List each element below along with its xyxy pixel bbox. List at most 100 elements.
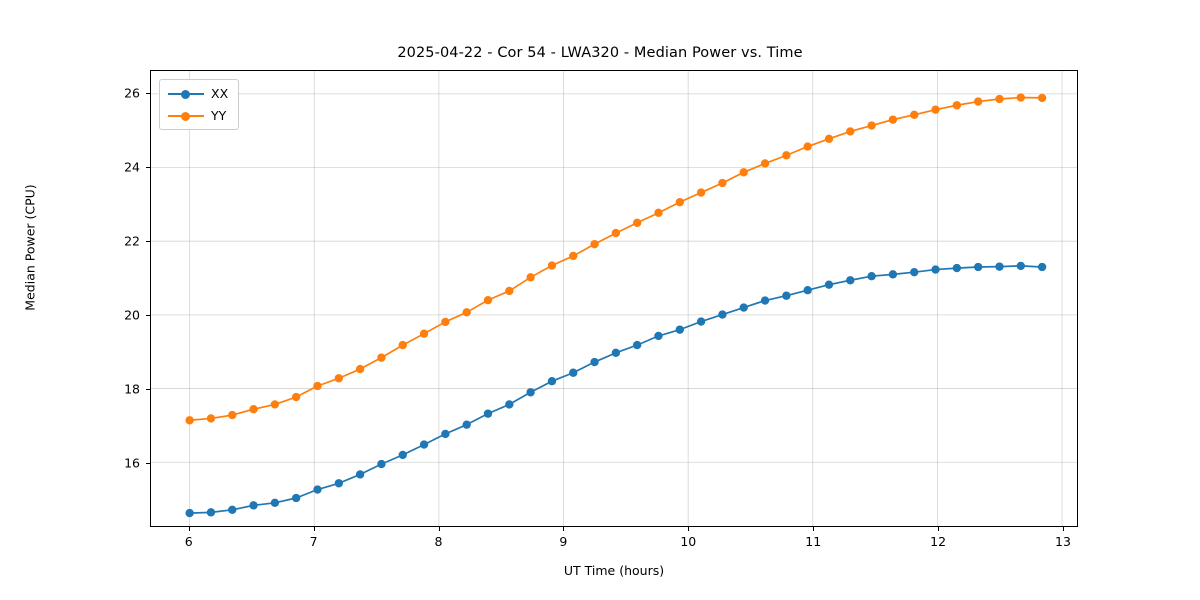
x-tick-label: 8 [434,534,443,549]
x-tick-mark [938,527,940,531]
data-point [547,261,557,270]
data-point [1037,262,1047,272]
data-point [185,508,194,518]
x-tick-mark [438,527,440,531]
data-point [803,286,812,295]
data-point [419,440,429,449]
data-point [1037,93,1047,103]
data-point [334,479,344,488]
data-point [931,265,940,274]
data-point [675,325,684,334]
y-tick-mark [146,166,150,168]
data-point [995,262,1004,271]
data-point [206,414,216,423]
data-point [483,409,493,418]
y-tick-mark [146,388,150,390]
x-tick-label: 11 [805,534,822,549]
x-tick-mark [188,527,190,531]
data-point [654,208,663,218]
data-point [526,273,535,282]
data-point [462,420,471,429]
y-tick-mark [146,240,150,242]
x-tick-mark [1063,527,1064,531]
data-point [377,459,386,469]
data-point [867,272,876,281]
data-layer [185,93,1047,518]
data-point [441,429,450,439]
y-tick-label: 18 [124,381,140,397]
data-point [270,400,280,409]
chart-legend: XX YY [159,79,240,130]
data-point [547,377,557,386]
legend-item-xx[interactable]: XX [168,86,228,101]
legend-label: YY [211,107,227,123]
legend-swatch-icon [168,88,204,100]
y-tick-mark [146,314,150,316]
legend-label: XX [211,85,229,101]
x-tick-mark [688,527,690,531]
y-tick-label: 22 [124,233,140,249]
data-point [419,329,429,338]
data-point [632,218,642,227]
data-point [846,276,855,285]
series-line [188,96,1043,422]
data-point [675,197,684,207]
data-point [632,340,642,350]
data-point [696,317,706,326]
data-point [505,400,514,409]
data-point [654,331,663,341]
series-yy [185,93,1047,425]
data-point [249,501,258,510]
legend-swatch-icon [168,110,204,122]
data-point [398,340,407,350]
data-point [718,178,727,188]
data-point [739,168,748,177]
y-tick-mark [146,462,150,464]
data-point [910,110,919,120]
data-point [888,115,898,124]
data-point [846,127,855,136]
x-tick-label: 12 [930,534,947,549]
x-tick-mark [313,527,315,531]
data-point [590,357,599,367]
data-point [206,508,216,517]
x-tick-label: 7 [309,534,318,549]
data-point [1016,93,1025,102]
data-point [952,101,962,110]
data-point [441,317,450,327]
legend-item-yy[interactable]: YY [168,108,228,123]
data-point [888,270,898,279]
data-point [611,228,621,238]
x-tick-mark [813,527,815,531]
data-point [718,310,727,319]
y-tick-label: 26 [124,85,140,101]
data-point [1016,261,1025,271]
x-tick-label: 10 [680,534,697,549]
data-point [973,262,983,272]
data-point [270,498,280,507]
data-point [569,251,578,261]
y-axis-label: Median Power (CPU) [22,184,38,311]
data-point [355,364,365,374]
data-point [462,308,471,317]
x-tick-label: 13 [1055,534,1071,549]
data-point [483,295,493,305]
y-tick-label: 20 [124,307,140,323]
data-point [313,485,322,494]
x-tick-label: 9 [559,534,568,549]
data-point [505,286,514,296]
data-point [824,134,834,143]
data-point [803,142,812,151]
series-xx [185,261,1047,518]
data-point [526,388,535,397]
data-point [696,188,706,197]
data-point [995,94,1004,104]
data-point [867,121,876,130]
y-tick-label: 16 [124,455,140,471]
data-point [249,405,258,414]
data-point [377,353,386,362]
data-point [569,368,578,377]
data-point [782,291,791,300]
data-point [611,348,621,358]
